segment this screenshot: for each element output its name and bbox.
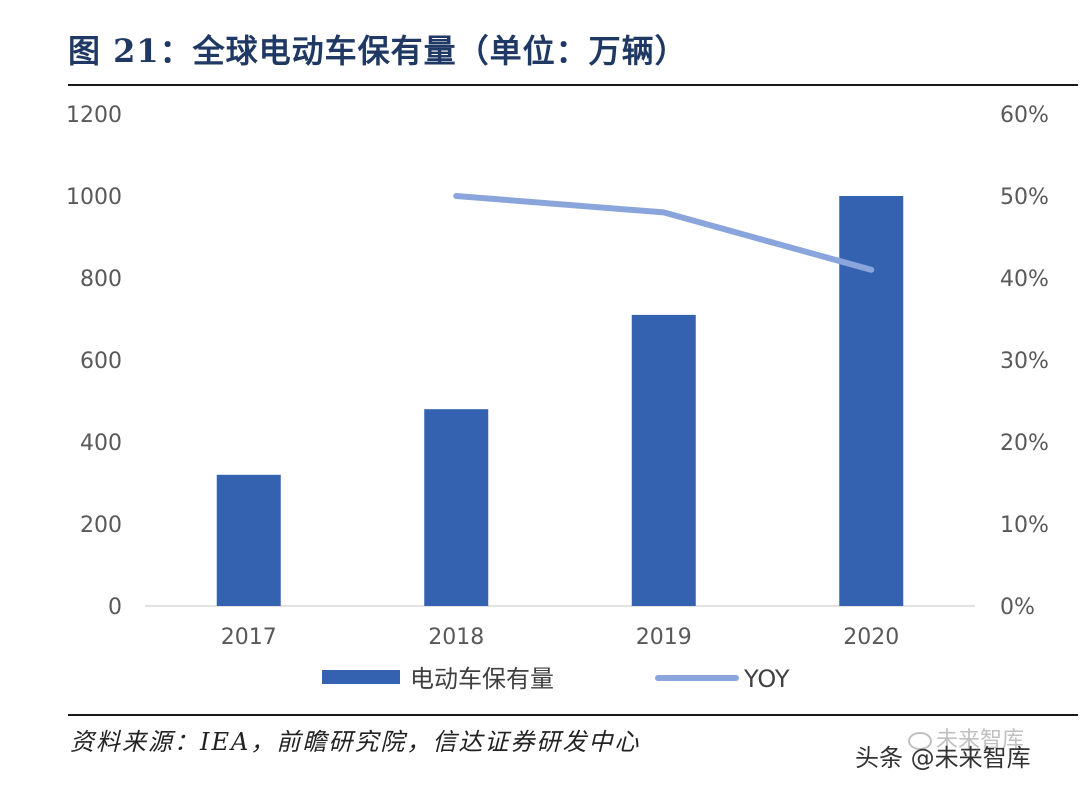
- bar: [839, 196, 904, 606]
- y-right-axis: 0% 10% 20% 30% 40% 50% 60%: [1000, 103, 1049, 620]
- watermark-ghost-text: 未来智库: [936, 728, 1025, 753]
- y-left-tick-label: 1000: [66, 185, 122, 210]
- yoy-line: [453, 193, 875, 273]
- y-left-tick-label: 400: [80, 431, 122, 456]
- y-left-tick-label: 200: [80, 513, 122, 538]
- x-axis: 2017 2018 2019 2020: [221, 625, 900, 650]
- legend: 电动车保有量 YOY: [322, 665, 790, 693]
- y-right-tick-label: 20%: [1000, 431, 1049, 456]
- y-left-axis: 0 200 400 600 800 1000 1200: [66, 103, 122, 620]
- bottom-rule: [68, 714, 1078, 716]
- y-left-tick-label: 600: [80, 349, 122, 374]
- bar: [631, 314, 696, 606]
- legend-bar-label: 电动车保有量: [410, 665, 554, 693]
- y-right-tick-label: 10%: [1000, 513, 1049, 538]
- y-right-tick-label: 40%: [1000, 267, 1049, 292]
- legend-bar-swatch: [322, 670, 400, 684]
- chart: 0 200 400 600 800 1000 1200 0% 10% 20% 30% 40% 50% 6…: [66, 103, 1049, 693]
- bar-series: [216, 196, 904, 606]
- line-series: [453, 193, 875, 273]
- chart-title: 图 21：全球电动车保有量（单位：万辆）: [68, 32, 688, 70]
- bar: [424, 409, 489, 606]
- x-tick-label: 2017: [221, 625, 277, 650]
- y-left-tick-label: 0: [108, 595, 122, 620]
- wechat-icon: [908, 732, 932, 750]
- x-tick-label: 2020: [843, 625, 899, 650]
- y-right-tick-label: 50%: [1000, 185, 1049, 210]
- y-right-tick-label: 0%: [1000, 595, 1035, 620]
- y-right-tick-label: 30%: [1000, 349, 1049, 374]
- x-tick-label: 2018: [428, 625, 484, 650]
- y-right-tick-label: 60%: [1000, 103, 1049, 128]
- bar: [216, 474, 281, 606]
- source-note: 资料来源：IEA，前瞻研究院，信达证券研发中心: [70, 728, 641, 756]
- legend-line-label: YOY: [743, 665, 790, 693]
- x-tick-label: 2019: [636, 625, 692, 650]
- top-rule: [68, 84, 1078, 86]
- y-left-tick-label: 1200: [66, 103, 122, 128]
- y-left-tick-label: 800: [80, 267, 122, 292]
- watermark: 头条 @未来智库: [855, 744, 1031, 772]
- watermark-ghost: 未来智库: [908, 722, 1024, 754]
